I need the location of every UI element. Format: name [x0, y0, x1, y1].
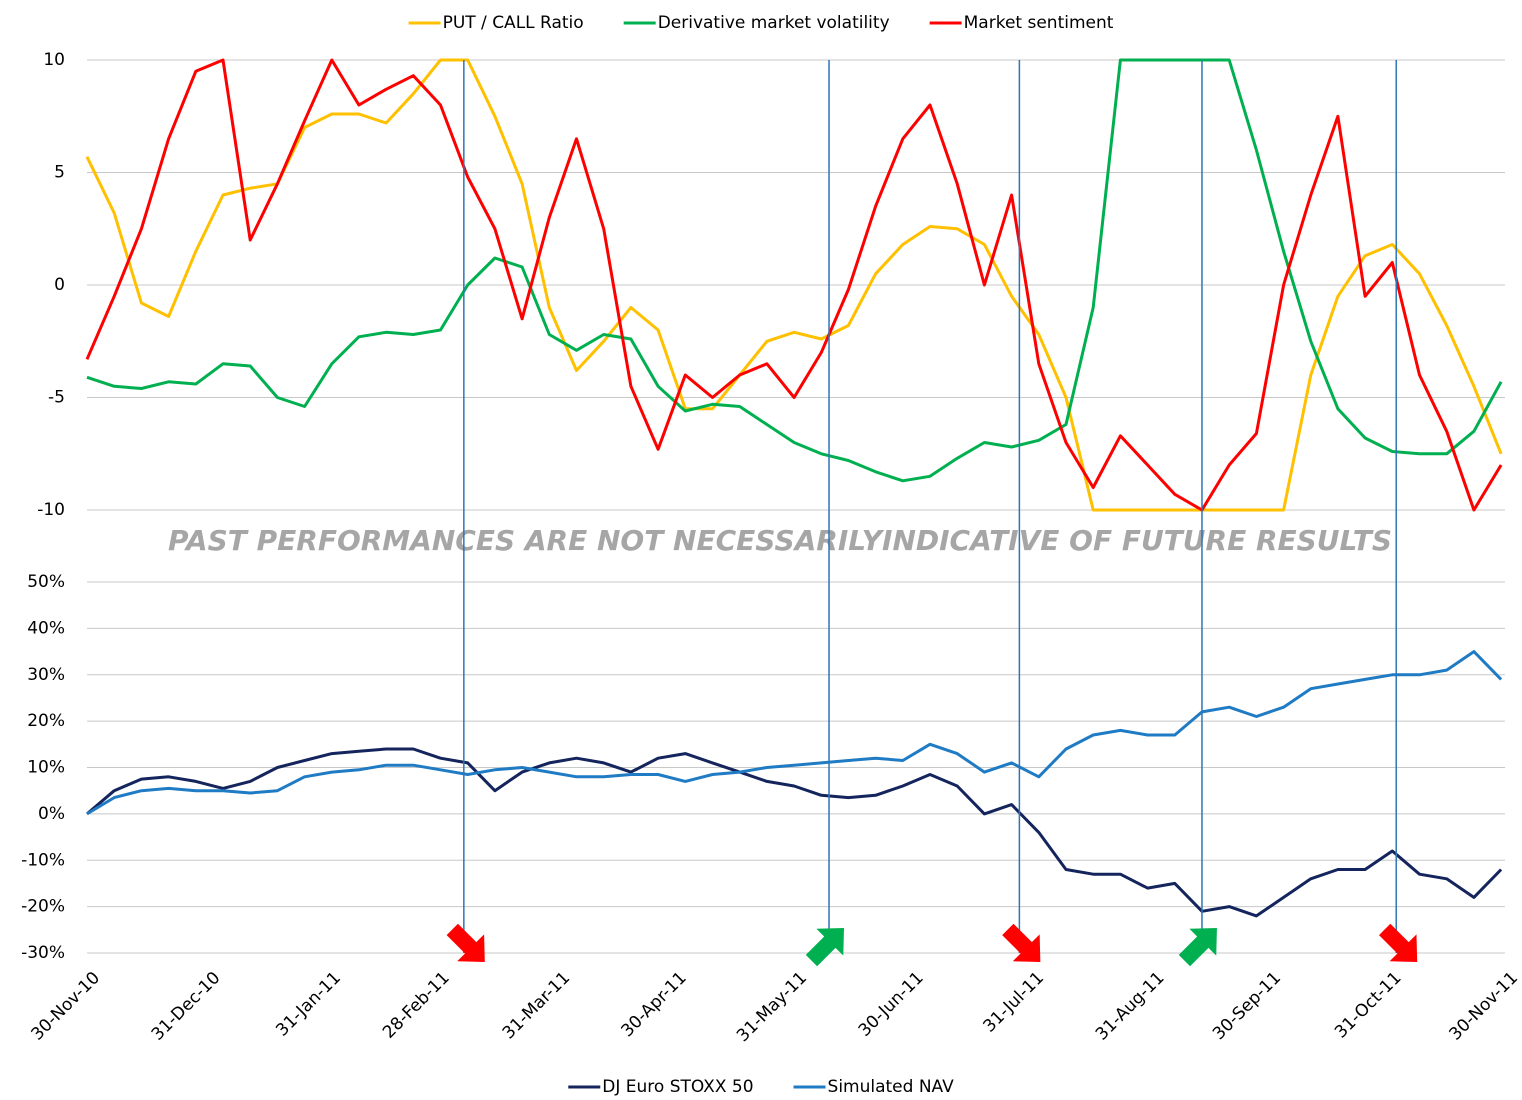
- x-tick-label: 28-Feb-11: [379, 968, 454, 1043]
- x-tick-label: 30-Sep-11: [1209, 968, 1285, 1044]
- y-tick-label: 50%: [27, 572, 65, 592]
- y-tick-label: -10: [37, 500, 65, 520]
- y-tick-label: 10%: [27, 758, 65, 778]
- x-tick-label: 31-Jul-11: [980, 968, 1049, 1037]
- y-tick-label: 10: [43, 50, 65, 70]
- x-tick-label: 30-Nov-10: [28, 968, 105, 1045]
- x-tick-label: 31-Jan-11: [272, 968, 345, 1041]
- series-line: [86, 650, 1503, 816]
- y-tick-label: 5: [54, 163, 65, 183]
- y-tick-label: 0: [54, 275, 65, 295]
- x-tick-label: 30-Apr-11: [618, 968, 691, 1041]
- signal-arrow: [1002, 923, 1041, 962]
- series-line: [85, 58, 1503, 512]
- y-tick-label: 20%: [27, 711, 65, 731]
- series-line: [85, 58, 1503, 512]
- y-tick-label: -5: [48, 388, 65, 408]
- signal-arrow: [805, 928, 844, 967]
- legend-label: DJ Euro STOXX 50: [602, 1077, 753, 1097]
- signal-arrow: [1379, 923, 1418, 962]
- legend-label: PUT / CALL Ratio: [443, 13, 584, 33]
- y-tick-label: -20%: [21, 897, 65, 917]
- y-tick-label: -10%: [21, 850, 65, 870]
- y-tick-label: 30%: [27, 665, 65, 685]
- x-tick-label: 30-Jun-11: [855, 968, 928, 1041]
- x-tick-label: 30-Nov-11: [1446, 968, 1522, 1045]
- legend: DJ Euro STOXX 50 Simulated NAV: [568, 1077, 954, 1097]
- y-tick-label: 40%: [27, 618, 65, 638]
- legend: PUT / CALL Ratio Derivative market volati…: [408, 13, 1114, 33]
- series-line: [86, 747, 1503, 918]
- signal-arrow: [1178, 928, 1217, 967]
- y-tick-label: 0%: [38, 804, 65, 824]
- legend-label: Derivative market volatility: [658, 13, 890, 33]
- signal-arrow: [446, 923, 485, 962]
- x-tick-label: 31-Mar-11: [499, 968, 574, 1043]
- x-tick-label: 31-Oct-11: [1331, 968, 1406, 1043]
- x-tick-label: 31-Aug-11: [1092, 968, 1169, 1045]
- legend-label: Market sentiment: [964, 13, 1114, 33]
- series-line: [86, 58, 1503, 483]
- x-tick-label: 31-Dec-10: [148, 968, 225, 1045]
- x-tick-label: 31-May-11: [733, 968, 811, 1046]
- disclaimer: PAST PERFORMANCES ARE NOT NECESSARILYIND…: [168, 524, 1392, 557]
- legend-label: Simulated NAV: [828, 1077, 955, 1097]
- y-tick-label: -30%: [21, 943, 65, 963]
